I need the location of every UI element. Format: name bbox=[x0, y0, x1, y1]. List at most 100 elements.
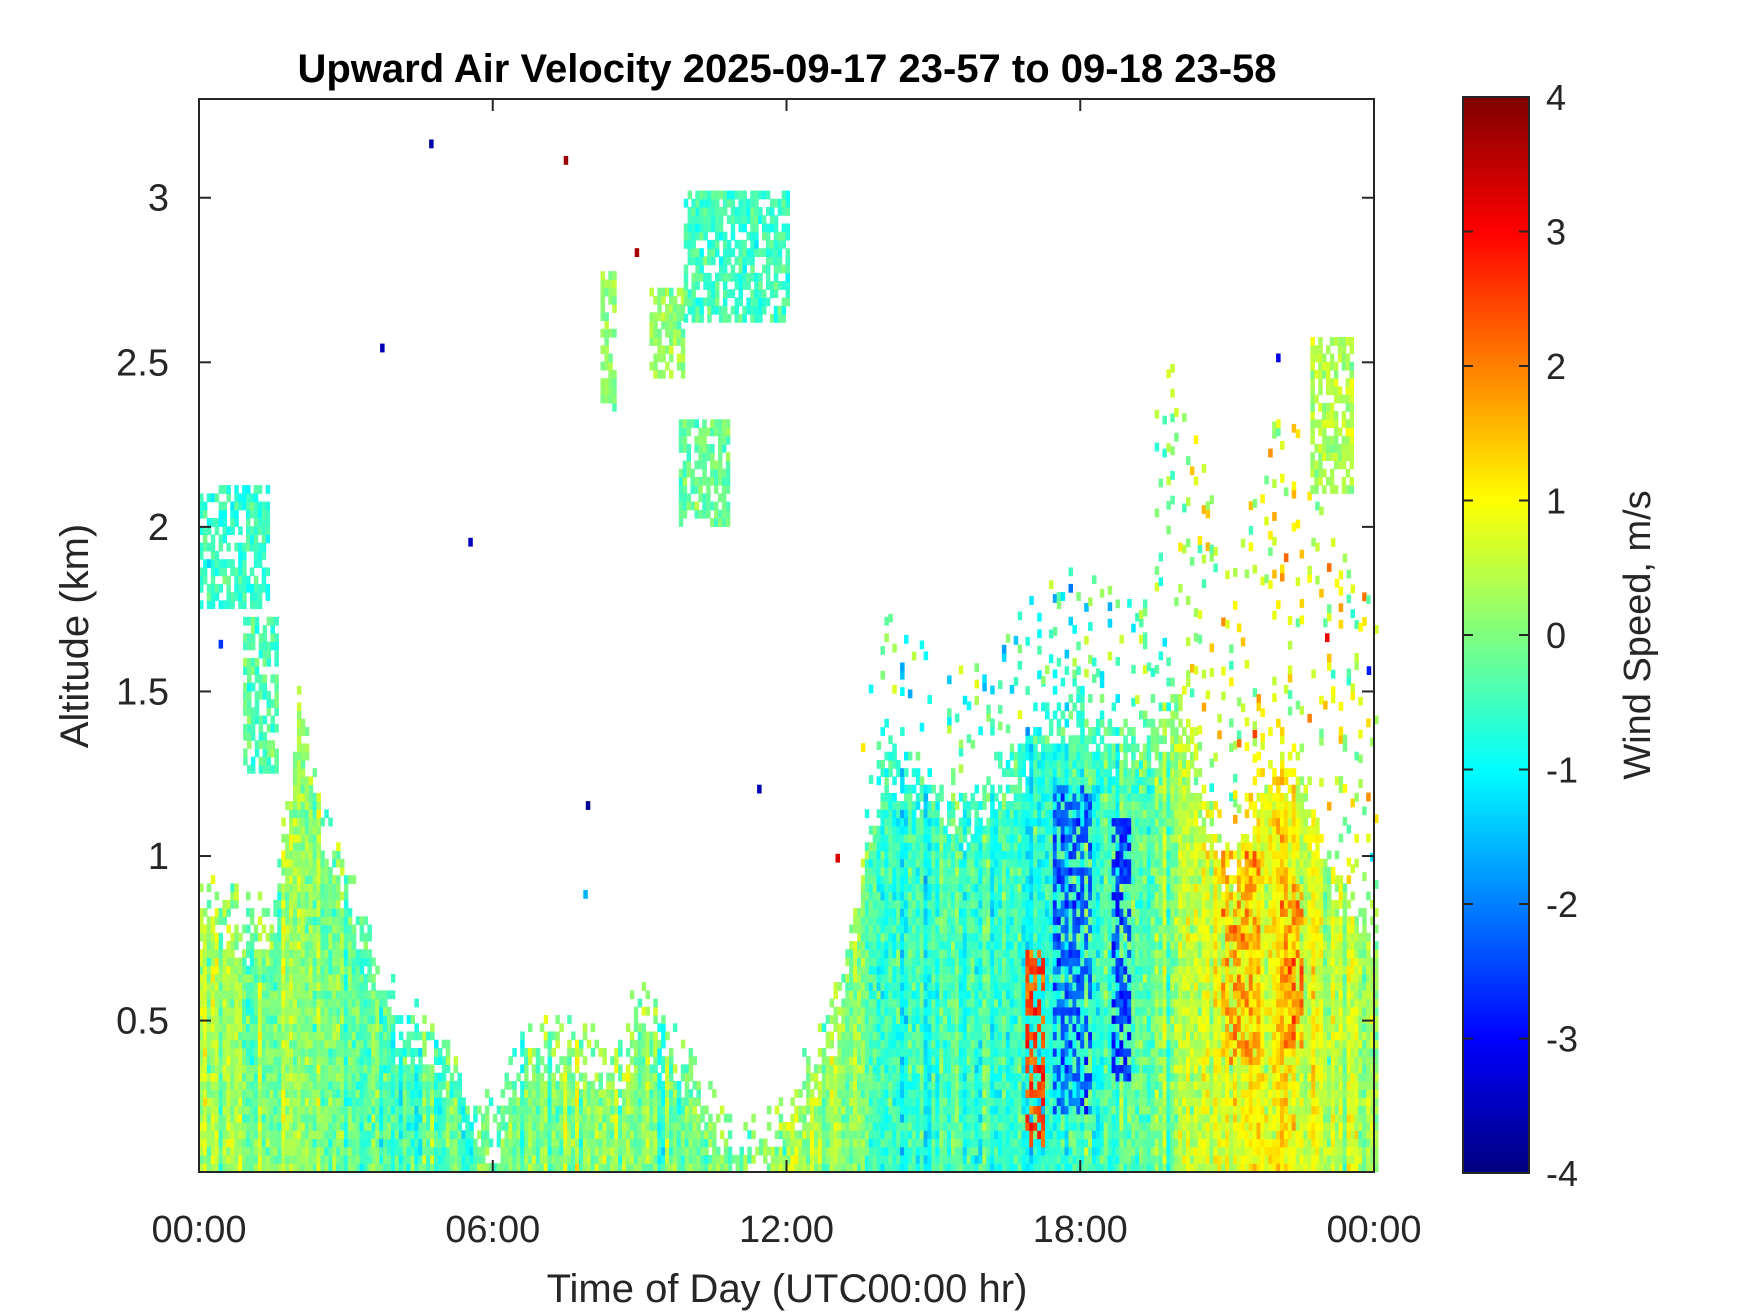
heatmap-cell bbox=[214, 965, 220, 975]
heatmap-cell bbox=[864, 1122, 870, 1131]
heatmap-cell bbox=[982, 1163, 987, 1172]
heatmap-cell bbox=[931, 1064, 936, 1074]
heatmap-cell bbox=[860, 1006, 866, 1016]
heatmap-cell bbox=[300, 1105, 306, 1115]
heatmap-cell bbox=[336, 1048, 341, 1057]
heatmap-cell bbox=[962, 965, 968, 975]
heatmap-cell bbox=[872, 965, 878, 975]
heatmap-cell bbox=[915, 957, 921, 967]
heatmap-cell bbox=[931, 1154, 936, 1164]
heatmap-cell bbox=[343, 1122, 349, 1131]
heatmap-cell bbox=[841, 998, 846, 1008]
heatmap-cell bbox=[653, 1138, 658, 1148]
heatmap-cell bbox=[990, 1056, 995, 1065]
heatmap-cell bbox=[332, 908, 337, 917]
heatmap-cell bbox=[1009, 1023, 1015, 1033]
heatmap-cell bbox=[324, 1031, 329, 1041]
heatmap-cell bbox=[829, 1122, 835, 1131]
heatmap-cell bbox=[312, 1122, 318, 1131]
heatmap-cell bbox=[328, 1113, 333, 1123]
heatmap-cell bbox=[328, 817, 333, 827]
heatmap-cell bbox=[277, 990, 282, 1000]
heatmap-cell bbox=[296, 1130, 302, 1140]
heatmap-cell bbox=[426, 1031, 431, 1041]
heatmap-cell bbox=[841, 1163, 846, 1172]
heatmap-cell bbox=[281, 1048, 286, 1057]
heatmap-cell bbox=[500, 1105, 506, 1115]
heatmap-cell bbox=[684, 1138, 690, 1148]
heatmap-cell bbox=[951, 973, 956, 983]
heatmap-cell bbox=[829, 1089, 835, 1098]
heatmap-cell bbox=[218, 1138, 224, 1148]
heatmap-cell bbox=[590, 1154, 596, 1164]
heatmap-cell bbox=[218, 1039, 224, 1049]
heatmap-cell bbox=[394, 1064, 400, 1074]
heatmap-cell bbox=[923, 883, 929, 893]
heatmap-cell bbox=[336, 949, 341, 958]
heatmap-cell bbox=[246, 1130, 251, 1140]
heatmap-cell bbox=[394, 1113, 400, 1123]
heatmap-cell bbox=[947, 1048, 952, 1057]
heatmap-cell bbox=[962, 1031, 968, 1041]
heatmap-cell bbox=[320, 1163, 325, 1172]
heatmap-cell bbox=[986, 1072, 991, 1082]
heatmap-cell bbox=[923, 1113, 929, 1123]
heatmap-cell bbox=[351, 1089, 357, 1098]
heatmap-cell bbox=[857, 998, 862, 1008]
heatmap-cell bbox=[218, 1146, 224, 1156]
heatmap-cell bbox=[860, 949, 866, 958]
heatmap-cell bbox=[324, 1105, 329, 1115]
heatmap-cell bbox=[978, 834, 983, 843]
heatmap-cell bbox=[900, 1006, 905, 1016]
heatmap-cell bbox=[238, 1056, 243, 1065]
heatmap-cell bbox=[868, 1048, 874, 1057]
heatmap-cell bbox=[915, 1113, 921, 1123]
heatmap-cell bbox=[927, 883, 932, 893]
heatmap-cell bbox=[430, 1064, 435, 1074]
heatmap-cell bbox=[954, 908, 960, 917]
heatmap-cell bbox=[641, 1105, 647, 1115]
heatmap-cell bbox=[304, 982, 310, 991]
heatmap-cell bbox=[238, 1163, 243, 1172]
heatmap-cell bbox=[911, 1072, 917, 1082]
heatmap-cell bbox=[986, 1023, 991, 1033]
heatmap-cell bbox=[841, 1113, 846, 1123]
heatmap-cell bbox=[289, 1023, 294, 1033]
heatmap-cell bbox=[226, 949, 231, 958]
heatmap-cell bbox=[202, 1089, 208, 1098]
heatmap-cell bbox=[935, 965, 940, 975]
heatmap-cell bbox=[645, 1048, 650, 1057]
heatmap-cell bbox=[347, 1146, 353, 1156]
heatmap-cell bbox=[1009, 1015, 1015, 1024]
heatmap-cell bbox=[860, 957, 866, 967]
heatmap-cell bbox=[210, 941, 216, 950]
heatmap-cell bbox=[998, 1138, 1003, 1148]
heatmap-cell bbox=[962, 817, 968, 827]
heatmap-cell bbox=[547, 1089, 553, 1098]
heatmap-cell bbox=[986, 1097, 991, 1107]
heatmap-cell bbox=[578, 1146, 584, 1156]
heatmap-cell bbox=[340, 1146, 345, 1156]
heatmap-cell bbox=[371, 1064, 376, 1074]
heatmap-cell bbox=[911, 858, 917, 868]
heatmap-cell bbox=[1001, 899, 1007, 909]
heatmap-cell bbox=[598, 1122, 603, 1131]
heatmap-cell bbox=[379, 1048, 384, 1057]
heatmap-cell bbox=[343, 883, 349, 893]
heatmap-cell bbox=[441, 1064, 447, 1074]
heatmap-cell bbox=[868, 899, 874, 909]
heatmap-cell bbox=[1001, 825, 1007, 835]
heatmap-cell bbox=[790, 1097, 795, 1107]
heatmap-cell bbox=[465, 1113, 470, 1123]
heatmap-cell bbox=[390, 1154, 396, 1164]
heatmap-cell bbox=[849, 1056, 854, 1065]
heatmap-cell bbox=[994, 1006, 999, 1016]
heatmap-cell bbox=[285, 1015, 290, 1024]
heatmap-cell bbox=[864, 891, 870, 901]
heatmap-cell bbox=[923, 1105, 929, 1115]
heatmap-cell bbox=[422, 1097, 427, 1107]
heatmap-cell bbox=[234, 1146, 239, 1156]
heatmap-cell bbox=[230, 891, 235, 901]
heatmap-cell bbox=[1009, 941, 1015, 950]
heatmap-cell bbox=[896, 949, 901, 958]
